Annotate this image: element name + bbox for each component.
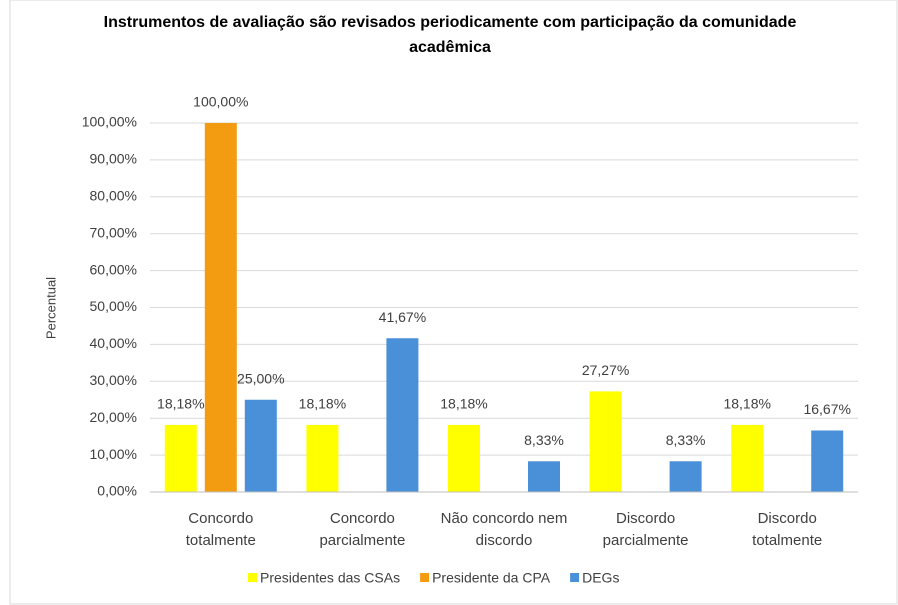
y-tick-label: 20,00%	[90, 409, 137, 425]
y-tick-label: 90,00%	[90, 151, 137, 167]
bar	[164, 424, 197, 492]
y-tick-label: 70,00%	[90, 224, 137, 240]
y-tick-label: 30,00%	[90, 372, 137, 388]
legend-swatch	[570, 573, 580, 582]
data-label: 41,67%	[379, 309, 426, 325]
data-label: 18,18%	[299, 396, 346, 412]
y-tick-label: 60,00%	[90, 261, 137, 277]
y-tick-label: 0,00%	[97, 483, 137, 499]
bar	[589, 391, 622, 492]
y-tick-label: 40,00%	[90, 335, 137, 351]
data-label: 18,18%	[157, 396, 204, 412]
bar	[204, 123, 237, 492]
legend-label: DEGs	[582, 570, 619, 586]
chart-title: Instrumentos de avaliação são revisados …	[103, 14, 797, 56]
x-tick-label: Discordo parcialmente	[602, 510, 689, 549]
bar	[448, 424, 480, 492]
legend-label: Presidentes das CSAs	[260, 570, 400, 586]
data-label: 100,00%	[193, 94, 248, 110]
x-tick-label: Discordo totalmente	[752, 510, 823, 549]
y-tick-label: 10,00%	[90, 446, 137, 462]
bar	[244, 399, 277, 492]
x-tick-label: Concordo parcialmente	[319, 510, 406, 549]
data-label: 16,67%	[803, 401, 850, 417]
chart-border	[9, 0, 898, 605]
data-label: 18,18%	[440, 396, 487, 412]
bar	[528, 461, 560, 492]
x-tick-label: Não concordo nem discordo	[440, 510, 568, 549]
y-axis-label: Percentual	[43, 277, 58, 339]
legend-swatch	[248, 573, 257, 582]
bar	[811, 430, 844, 492]
y-tick-label: 50,00%	[90, 298, 137, 314]
data-label: 27,27%	[582, 362, 629, 378]
bar	[306, 424, 339, 492]
legend-swatch	[420, 573, 430, 582]
data-label: 18,18%	[723, 396, 770, 412]
data-label: 25,00%	[237, 370, 284, 386]
y-tick-label: 80,00%	[90, 188, 137, 204]
y-tick-label: 100,00%	[82, 114, 137, 130]
data-label: 8,33%	[524, 432, 564, 448]
x-tick-label: Concordo totalmente	[185, 510, 256, 549]
legend-label: Presidente da CPA	[432, 570, 551, 586]
bar	[386, 338, 419, 492]
bar	[669, 461, 702, 492]
bar	[731, 424, 764, 492]
data-label: 8,33%	[666, 432, 706, 448]
